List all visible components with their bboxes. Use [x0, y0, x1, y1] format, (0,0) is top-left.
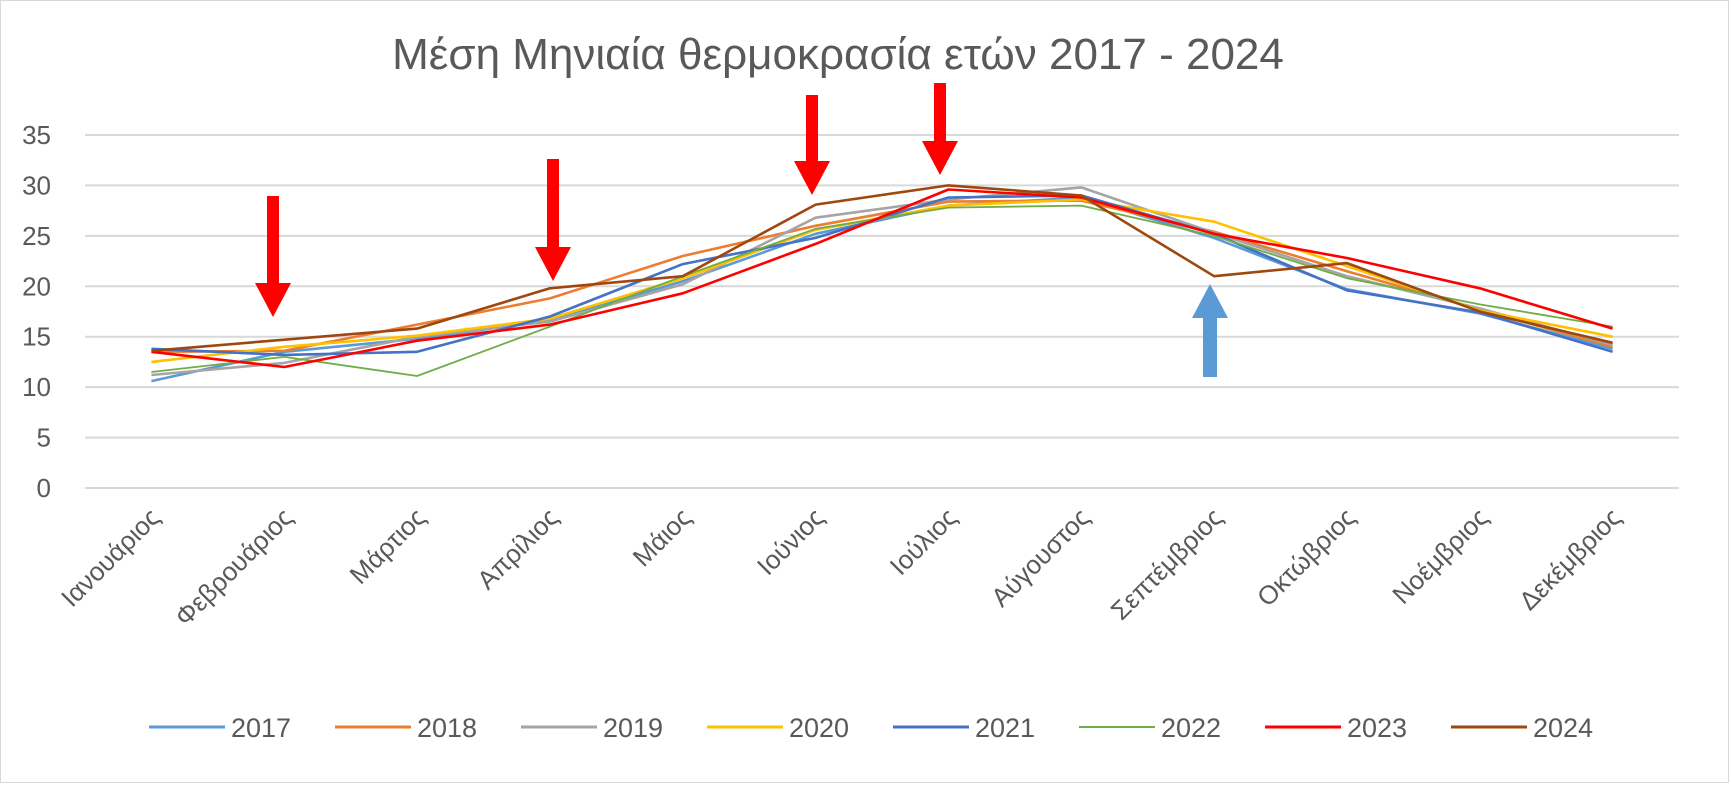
x-category-label: Μάιος — [627, 502, 697, 572]
legend-label: 2023 — [1347, 713, 1407, 743]
y-tick-label: 15 — [22, 322, 51, 352]
legend-label: 2018 — [417, 713, 477, 743]
x-category-label: Ιανουάριος — [55, 502, 166, 613]
x-category-label: Απρίλιος — [471, 502, 564, 595]
annotation-arrows — [255, 83, 1228, 377]
x-category-label: Ιούλιος — [884, 502, 963, 581]
x-axis-categories: Ιανουάριος Φεβρουάριος Μάρτιος Απρίλιος Μάιο… — [55, 502, 1627, 632]
legend-label: 2024 — [1533, 713, 1593, 743]
red-down-arrow — [535, 159, 571, 281]
y-tick-label: 0 — [37, 473, 51, 503]
x-category-label: Αύγουστος — [985, 502, 1095, 612]
legend-label: 2017 — [231, 713, 291, 743]
x-category-label: Ιούνιος — [751, 502, 830, 581]
x-category-label: Οκτώβριος — [1251, 502, 1361, 612]
gridlines — [85, 134, 1679, 489]
x-category-label: Νοέμβριος — [1386, 502, 1494, 610]
y-tick-label: 25 — [22, 221, 51, 251]
series-line-2024 — [151, 184, 1613, 353]
x-category-label: Μάρτιος — [344, 502, 432, 590]
series-line-2023 — [151, 188, 1613, 369]
legend-label: 2022 — [1161, 713, 1221, 743]
series-line-2019 — [151, 186, 1613, 377]
y-tick-label: 20 — [22, 271, 51, 301]
blue-up-arrow — [1192, 284, 1228, 377]
y-tick-label: 10 — [22, 372, 51, 402]
red-down-arrow — [794, 95, 830, 195]
red-down-arrow — [255, 196, 291, 317]
red-down-arrow — [922, 83, 958, 175]
y-axis-ticks: 0 5 10 15 20 25 30 35 — [22, 120, 51, 503]
x-category-label: Φεβρουάριος — [169, 502, 299, 632]
y-tick-label: 35 — [22, 120, 51, 150]
y-tick-label: 5 — [37, 423, 51, 453]
legend: 2017 2018 2019 2020 2021 2022 2023 2024 — [149, 713, 1593, 743]
legend-label: 2020 — [789, 713, 849, 743]
x-category-label: Δεκέμβριος — [1513, 502, 1627, 616]
series-line-2022 — [151, 204, 1613, 377]
y-tick-label: 30 — [22, 170, 51, 200]
x-category-label: Σεπτέμβριος — [1105, 502, 1229, 626]
legend-label: 2021 — [975, 713, 1035, 743]
chart-title: Μέση Μηνιαία θερμοκρασία ετών 2017 - 202… — [392, 30, 1284, 79]
series-line-2018 — [151, 199, 1613, 354]
series-lines — [151, 184, 1613, 383]
legend-label: 2019 — [603, 713, 663, 743]
